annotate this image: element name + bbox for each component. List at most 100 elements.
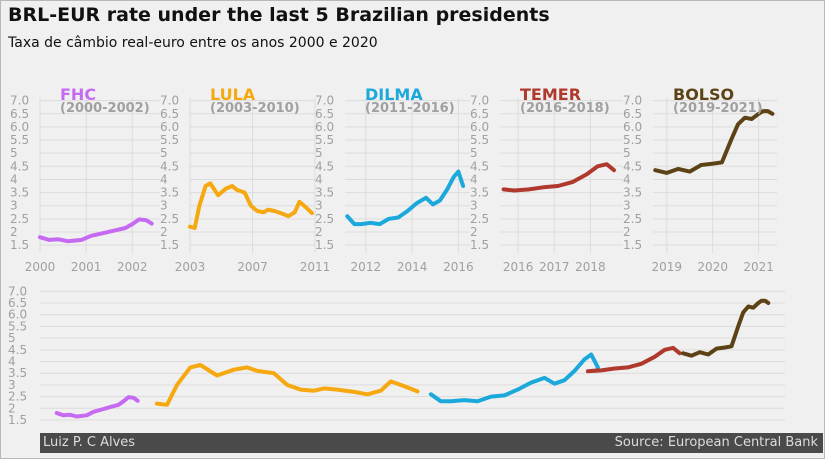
y-tick-label: 5.5 <box>470 133 489 147</box>
y-tick-label: 4.5 <box>8 343 27 357</box>
y-tick-label: 3.5 <box>160 186 179 200</box>
y-tick-label: 5 <box>8 331 16 345</box>
y-tick-label: 1.5 <box>623 238 642 252</box>
y-tick-label: 3.5 <box>10 186 29 200</box>
series-line-bolso <box>653 109 775 175</box>
y-tick-label: 3 <box>160 199 168 213</box>
combined-line-lula <box>154 363 420 407</box>
y-tick-label: 1.5 <box>160 238 179 252</box>
series-period-label: (2019-2021) <box>673 101 763 116</box>
y-tick-label: 1.5 <box>470 238 489 252</box>
combined-line-fhc <box>54 395 140 419</box>
series-name-label: BOLSO <box>673 85 734 104</box>
y-tick-label: 5.5 <box>160 133 179 147</box>
x-tick-label: 2020 <box>697 260 728 274</box>
y-tick-label: 6.0 <box>623 120 642 134</box>
y-tick-label: 2.5 <box>10 212 29 226</box>
x-tick-label: 2011 <box>300 260 331 274</box>
y-tick-label: 3 <box>623 199 631 213</box>
y-tick-label: 4 <box>470 172 478 186</box>
y-tick-label: 2 <box>8 401 16 415</box>
series-name-label: FHC <box>60 85 96 104</box>
series-line-temer <box>501 162 616 193</box>
combined-line-bolso <box>681 298 771 358</box>
series-name-label: TEMER <box>520 85 581 104</box>
y-tick-label: 7.0 <box>315 94 334 108</box>
series-period-label: (2016-2018) <box>520 101 610 116</box>
combined-line-dilma <box>428 352 600 404</box>
series-name-label: DILMA <box>365 85 423 104</box>
y-tick-label: 7.0 <box>8 284 27 298</box>
y-tick-label: 5.5 <box>8 319 27 333</box>
y-tick-label: 6.5 <box>470 107 489 121</box>
y-tick-label: 6.5 <box>623 107 642 121</box>
x-tick-label: 2014 <box>397 260 428 274</box>
y-tick-label: 5.5 <box>623 133 642 147</box>
y-tick-label: 2.5 <box>623 212 642 226</box>
x-tick-label: 2000 <box>25 260 56 274</box>
y-tick-label: 4 <box>8 355 16 369</box>
y-tick-label: 6.5 <box>315 107 334 121</box>
source-credit: Source: European Central Bank <box>614 435 818 450</box>
y-tick-label: 2.5 <box>470 212 489 226</box>
y-tick-label: 6.0 <box>470 120 489 134</box>
y-tick-label: 6.0 <box>315 120 334 134</box>
x-tick-label: 2017 <box>539 260 570 274</box>
y-tick-label: 2.5 <box>160 212 179 226</box>
x-tick-label: 2001 <box>71 260 102 274</box>
y-tick-label: 5 <box>470 146 478 160</box>
y-tick-label: 4.5 <box>470 159 489 173</box>
y-tick-label: 4 <box>10 172 18 186</box>
x-tick-label: 2016 <box>443 260 474 274</box>
y-tick-label: 1.5 <box>315 238 334 252</box>
footer-bar: Luiz P. C Alves Source: European Central… <box>40 433 823 453</box>
y-tick-label: 5.5 <box>10 133 29 147</box>
x-tick-label: 2012 <box>351 260 382 274</box>
y-tick-label: 7.0 <box>470 94 489 108</box>
series-period-label: (2000-2002) <box>60 101 150 116</box>
y-tick-label: 3 <box>10 199 18 213</box>
y-tick-label: 5.5 <box>315 133 334 147</box>
y-tick-label: 2.5 <box>8 390 27 404</box>
y-tick-label: 3.5 <box>8 366 27 380</box>
y-tick-label: 7.0 <box>160 94 179 108</box>
y-tick-label: 4 <box>315 172 323 186</box>
author-credit: Luiz P. C Alves <box>43 435 136 450</box>
y-tick-label: 2 <box>623 225 631 239</box>
y-tick-label: 3.5 <box>470 186 489 200</box>
y-tick-label: 7.0 <box>10 94 29 108</box>
y-tick-label: 2.5 <box>315 212 334 226</box>
y-tick-label: 3.5 <box>623 186 642 200</box>
x-tick-label: 2007 <box>237 260 268 274</box>
series-name-label: LULA <box>210 85 256 104</box>
y-tick-label: 6.5 <box>10 107 29 121</box>
series-period-label: (2003-2010) <box>210 101 300 116</box>
y-tick-label: 4.5 <box>10 159 29 173</box>
y-tick-label: 3 <box>315 199 323 213</box>
y-tick-label: 4.5 <box>315 159 334 173</box>
combined-line-temer <box>585 345 682 374</box>
y-tick-label: 1.5 <box>10 238 29 252</box>
x-tick-label: 2016 <box>503 260 534 274</box>
y-tick-label: 6.0 <box>160 120 179 134</box>
page-title: BRL-EUR rate under the last 5 Brazilian … <box>8 4 550 26</box>
y-tick-label: 4.5 <box>160 159 179 173</box>
x-tick-label: 2019 <box>652 260 683 274</box>
y-tick-label: 6.5 <box>160 107 179 121</box>
y-tick-label: 4 <box>623 172 631 186</box>
x-tick-label: 2021 <box>743 260 774 274</box>
y-tick-label: 2 <box>160 225 168 239</box>
y-tick-label: 1.5 <box>8 413 27 427</box>
y-tick-label: 5 <box>160 146 168 160</box>
series-line-fhc <box>38 217 154 244</box>
y-tick-label: 7.0 <box>623 94 642 108</box>
y-tick-label: 6.5 <box>8 296 27 310</box>
x-tick-label: 2018 <box>575 260 606 274</box>
series-period-label: (2011-2016) <box>365 101 455 116</box>
page-subtitle: Taxa de câmbio real-euro entre os anos 2… <box>8 35 378 51</box>
y-tick-label: 3 <box>8 378 16 392</box>
y-tick-label: 5 <box>10 146 18 160</box>
series-line-dilma <box>345 169 466 227</box>
y-tick-label: 2 <box>470 225 478 239</box>
